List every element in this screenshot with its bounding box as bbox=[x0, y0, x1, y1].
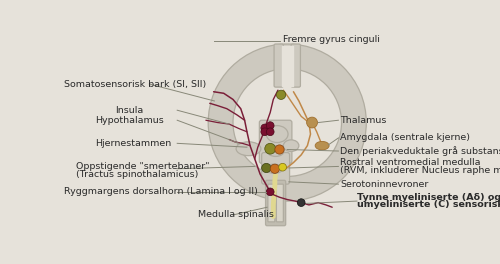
Circle shape bbox=[262, 163, 271, 173]
FancyBboxPatch shape bbox=[274, 44, 283, 87]
Text: Hjernestammen: Hjernestammen bbox=[95, 139, 172, 148]
Text: Tynne myeliniserte (Aδ) og: Tynne myeliniserte (Aδ) og bbox=[357, 193, 500, 202]
Text: (Tractus spinothalamicus): (Tractus spinothalamicus) bbox=[76, 170, 199, 179]
Text: Fremre gyrus cinguli: Fremre gyrus cinguli bbox=[284, 35, 380, 44]
Ellipse shape bbox=[284, 140, 299, 152]
Text: (RVM, inkluderer Nucleus raphe magnus): (RVM, inkluderer Nucleus raphe magnus) bbox=[340, 166, 500, 175]
FancyBboxPatch shape bbox=[276, 184, 283, 222]
Text: Ryggmargens dorsalhorn (Lamina I og II): Ryggmargens dorsalhorn (Lamina I og II) bbox=[64, 187, 258, 196]
FancyBboxPatch shape bbox=[268, 184, 275, 222]
Text: Medulla spinalis: Medulla spinalis bbox=[198, 210, 274, 219]
Circle shape bbox=[270, 164, 280, 173]
Ellipse shape bbox=[315, 142, 329, 150]
Circle shape bbox=[266, 122, 274, 129]
Ellipse shape bbox=[266, 164, 282, 173]
Circle shape bbox=[261, 124, 268, 132]
Text: Hypothalamus: Hypothalamus bbox=[95, 116, 164, 125]
Text: Somatosensorisk bark (SI, SII): Somatosensorisk bark (SI, SII) bbox=[64, 79, 206, 88]
Text: Amygdala (sentrale kjerne): Amygdala (sentrale kjerne) bbox=[340, 133, 470, 143]
Circle shape bbox=[276, 90, 285, 100]
Circle shape bbox=[208, 44, 366, 201]
Text: Thalamus: Thalamus bbox=[340, 116, 386, 125]
FancyBboxPatch shape bbox=[260, 120, 292, 163]
Circle shape bbox=[233, 69, 342, 176]
Text: umyeliniserte (C) sensoriske fibrer: umyeliniserte (C) sensoriske fibrer bbox=[357, 200, 500, 209]
Circle shape bbox=[265, 143, 276, 154]
Ellipse shape bbox=[267, 146, 284, 156]
Ellipse shape bbox=[236, 142, 261, 156]
Circle shape bbox=[298, 199, 305, 206]
Text: Serotoninnevroner: Serotoninnevroner bbox=[340, 180, 428, 189]
FancyBboxPatch shape bbox=[266, 180, 285, 226]
Circle shape bbox=[275, 145, 284, 154]
Text: Rostral ventromedial medulla: Rostral ventromedial medulla bbox=[340, 158, 480, 167]
Circle shape bbox=[266, 128, 274, 136]
Circle shape bbox=[261, 128, 268, 136]
Circle shape bbox=[266, 188, 274, 196]
Ellipse shape bbox=[266, 126, 288, 143]
Text: Oppstigende "smertebaner": Oppstigende "smertebaner" bbox=[76, 162, 210, 171]
Circle shape bbox=[278, 163, 286, 171]
FancyBboxPatch shape bbox=[262, 153, 289, 184]
FancyBboxPatch shape bbox=[291, 44, 300, 87]
Text: Insula: Insula bbox=[115, 106, 143, 115]
Circle shape bbox=[306, 117, 318, 128]
Text: Den periakveduktale grå substans: Den periakveduktale grå substans bbox=[340, 146, 500, 156]
